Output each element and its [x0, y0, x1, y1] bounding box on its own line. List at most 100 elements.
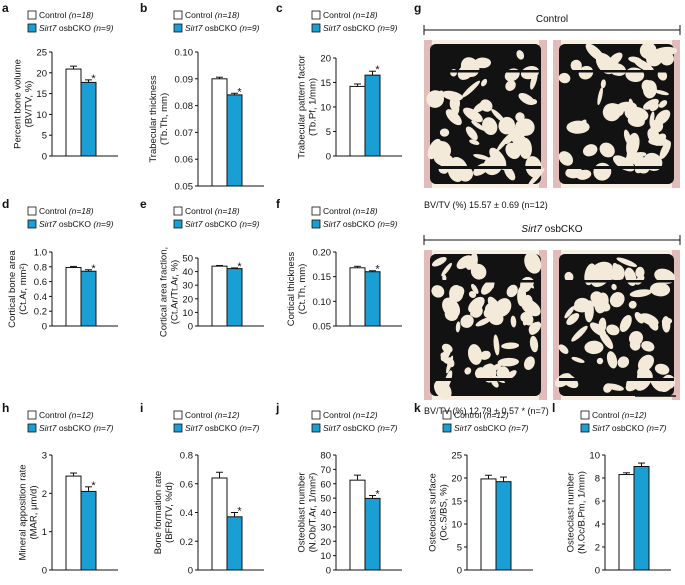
cko-micrograph-left: [424, 250, 547, 400]
marrow-space: [505, 134, 515, 145]
y-tick-label: 10: [182, 308, 193, 319]
y-axis-label-line: Trabecular pattern factor: [296, 55, 307, 159]
y-axis-label-line: Mineral apposition rate: [18, 464, 29, 560]
legend-gene-name: Sirt7: [185, 219, 203, 229]
cko-micrograph-right: [553, 250, 680, 400]
marrow-space: [657, 70, 668, 81]
marrow-space: [506, 284, 518, 298]
cko-bvtv-caption: BV/TV (%) 12.79 ± 0.57 * (n=7): [424, 406, 549, 416]
marrow-space: [442, 297, 461, 318]
y-tick-label: 80: [320, 451, 331, 462]
bar-cko: [364, 497, 381, 571]
growth-plate: [559, 378, 674, 381]
y-tick-label: 10: [589, 451, 600, 462]
bar-control: [65, 68, 82, 157]
marrow-space: [431, 256, 447, 267]
legend-swatch-cko: [27, 423, 37, 433]
y-tick-label: 0.2: [34, 307, 47, 318]
y-tick-label: 1.0: [34, 248, 47, 259]
growth-plate: [559, 166, 674, 169]
marrow-space: [473, 153, 490, 160]
y-tick-label: 25: [451, 451, 462, 462]
control-micrograph-left: [424, 40, 547, 188]
legend-swatch-cko: [173, 219, 183, 229]
control-group-title: Control: [536, 14, 568, 25]
marrow-space: [600, 79, 606, 89]
legend-n: (n=9): [93, 219, 113, 229]
bar-cko: [226, 268, 243, 327]
marrow-space: [619, 315, 632, 333]
marrow-space: [496, 366, 510, 381]
legend-gene-name: Sirt7: [323, 23, 341, 33]
legend-gene-name: Sirt7: [592, 423, 610, 433]
growth-plate: [430, 378, 541, 381]
y-tick-label: 2: [42, 489, 47, 500]
y-tick-label: 0.8: [34, 262, 47, 273]
chart-panel-l: l Control (n=12) Sirt7 osbCKO (n=7) 0 2 4 6 8 10…: [552, 401, 671, 577]
bar-cko: [80, 490, 97, 571]
growth-plate: [430, 280, 541, 283]
marrow-space: [482, 117, 498, 135]
marrow-space: [505, 80, 516, 91]
legend-label-cko: Sirt7 osbCKO (n=7): [323, 423, 398, 433]
bar-control: [480, 478, 497, 571]
legend-gene-name: Sirt7: [39, 423, 57, 433]
bar-control: [349, 85, 366, 157]
y-tick-label: 0: [42, 152, 47, 163]
marrow-space: [650, 377, 664, 392]
marrow-space: [584, 340, 604, 355]
y-tick-label: 10: [451, 520, 462, 531]
significance-star: *: [237, 506, 242, 518]
marrow-space: [606, 351, 618, 369]
growth-plate: [430, 166, 541, 169]
y-tick-label: 0.05: [175, 182, 194, 193]
y-tick-label: 40: [182, 267, 193, 278]
legend-label-cko: Sirt7 osbCKO (n=9): [39, 219, 114, 229]
legend-swatch-cko: [27, 219, 37, 229]
bar-control: [618, 474, 635, 571]
y-tick-label: 0.09: [175, 74, 194, 85]
bar-cko: [226, 516, 243, 571]
marrow-space: [634, 312, 645, 324]
legend-label-cko: Sirt7 osbCKO (n=9): [185, 219, 260, 229]
marrow-space: [470, 252, 478, 269]
y-axis-label-line: Bone formation rate: [153, 471, 164, 554]
legend-swatch-control: [311, 10, 321, 20]
marrow-space: [481, 280, 495, 295]
legend-swatch-control: [173, 206, 183, 216]
marrow-space: [629, 289, 652, 298]
marrow-space: [597, 87, 604, 106]
chart-panel-e: e Control (n=18) Sirt7 osbCKO (n=9) 0 10 20 30…: [140, 197, 264, 337]
y-axis-label-line: Cortical bone area: [7, 249, 18, 327]
bar-cko: [226, 94, 243, 187]
marrow-space: [653, 133, 667, 146]
marrow-space: [610, 267, 623, 279]
y-tick-label: 2: [595, 543, 600, 554]
legend-gene-name: Sirt7: [185, 23, 203, 33]
significance-star: *: [375, 64, 380, 76]
marrow-space: [576, 169, 592, 180]
bar-control: [211, 265, 228, 327]
growth-plate: [430, 70, 541, 73]
significance-star: *: [91, 480, 96, 492]
y-tick-label: 6: [595, 497, 600, 508]
legend-swatch-cko: [173, 23, 183, 33]
panel-letter-a: a: [2, 1, 9, 15]
y-tick-label: 20: [182, 294, 193, 305]
y-tick-label: 5: [42, 131, 47, 142]
legend-n: (n=12): [622, 410, 647, 420]
chart-panel-a: a Control (n=18) Sirt7 osbCKO (n=9) 0 5 10 15 2…: [2, 1, 118, 163]
legend-swatch-control: [27, 410, 37, 420]
marrow-space: [608, 62, 626, 76]
marrow-space: [564, 306, 575, 319]
legend-n: (n=12): [215, 410, 240, 420]
legend-swatch-cko: [442, 423, 452, 433]
chart-panel-j: j Control (n=12) Sirt7 osbCKO (n=7) 0 10 20 30…: [275, 401, 402, 577]
control-bracket: [423, 25, 681, 35]
marrow-space: [445, 109, 462, 126]
legend-label-control: Control (n=18): [185, 10, 240, 20]
marrow-space: [608, 52, 623, 66]
y-tick-label: 15: [36, 89, 47, 100]
significance-star: *: [91, 73, 96, 85]
control-micrographs: [424, 40, 680, 188]
